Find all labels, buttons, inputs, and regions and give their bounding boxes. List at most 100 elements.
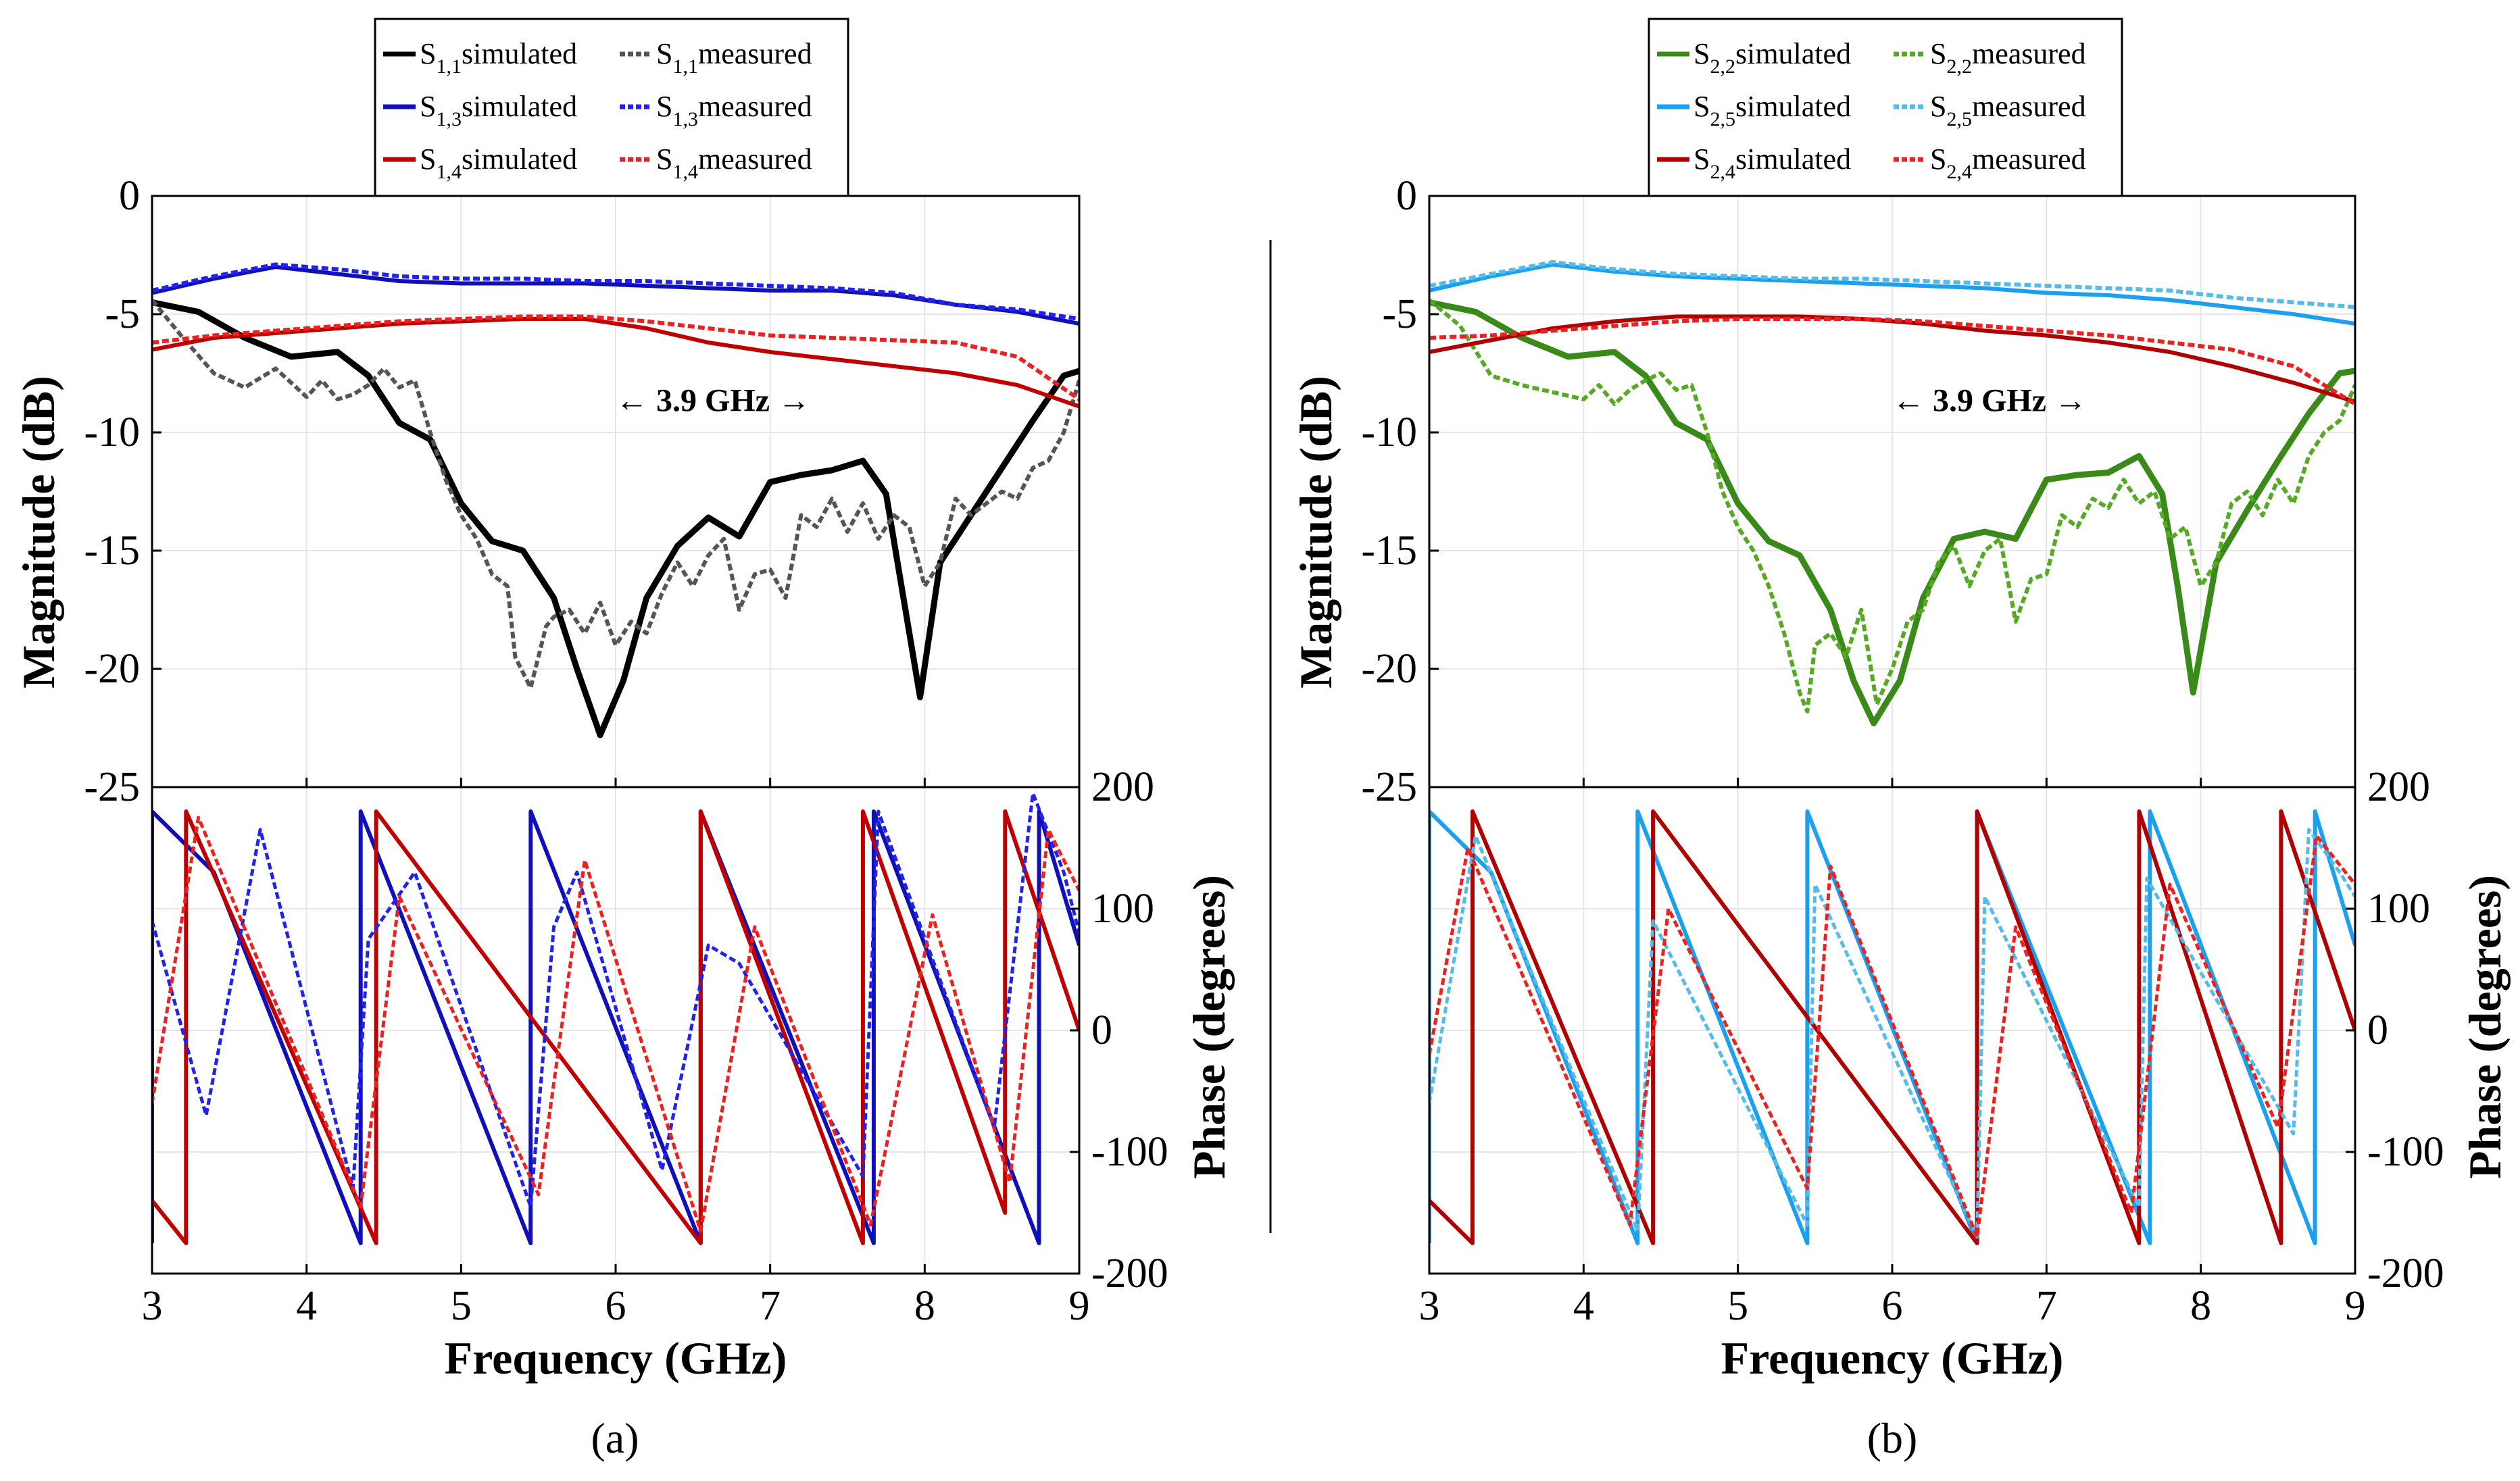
magnitude-line-s2-4-simulated — [1429, 314, 2355, 404]
legend-text-part: S — [420, 37, 436, 70]
panel-caption: (a) — [591, 1414, 639, 1462]
magnitude-tick-label: 0 — [1396, 173, 1417, 219]
magnitude-tick-label: -25 — [84, 764, 140, 810]
phase-tick-label: 200 — [1091, 764, 1154, 810]
phase-line-s1-4-measured-phase — [152, 815, 1079, 1233]
magnitude-line-s1-3-measured — [152, 262, 1079, 321]
x-tick-label: 4 — [1573, 1283, 1594, 1329]
legend-text-part: simulated — [462, 90, 577, 123]
legend-text-part: measured — [1972, 37, 2086, 70]
phase-tick-label: -200 — [2367, 1251, 2444, 1297]
y-axis-label-magnitude: Magnitude (dB) — [13, 376, 64, 688]
phase-line-s1-4-simulated-phase — [152, 809, 1079, 1245]
legend-text-part: 1,4 — [436, 161, 462, 183]
legend-text-part: S — [1694, 143, 1710, 176]
y-axis-label-phase: Phase (degrees) — [2459, 875, 2511, 1179]
phase-tick-label: 100 — [1091, 886, 1154, 932]
legend-text-part: S — [1930, 143, 1946, 176]
chart-panel-a: 3 4 5 6 7 8 9 0 -5 -10 -15 -20 -25 200 100 0 -100 -200 Fre… — [13, 18, 1235, 1462]
legend-text-part: measured — [698, 90, 812, 123]
x-axis-label: Frequency (GHz) — [1721, 1332, 2064, 1384]
phase-tick-label: 100 — [2367, 886, 2430, 932]
phase-tick-label: -100 — [1091, 1129, 1168, 1175]
panel-caption: (b) — [1867, 1414, 1918, 1462]
phase-tick-label: 200 — [2367, 764, 2430, 810]
x-tick-label: 5 — [1727, 1283, 1748, 1329]
phase-line-s1-3-measured-phase — [152, 791, 1079, 1209]
legend-text-part: 2,5 — [1946, 108, 1972, 130]
magnitude-line-s2-2-simulated — [1429, 299, 2355, 726]
phase-line-s2-5-measured-phase — [1429, 828, 2355, 1239]
legend-text-part: S — [656, 90, 672, 123]
phase-tick-label: -200 — [1091, 1251, 1168, 1297]
phase-tick-label: 0 — [2367, 1007, 2388, 1053]
legend-box — [1648, 18, 2123, 197]
magnitude-line-s2-5-simulated — [1429, 262, 2355, 326]
legend-entry: S2,2measured — [1930, 37, 2086, 78]
y-axis-label-phase: Phase (degrees) — [1183, 875, 1235, 1179]
magnitude-line-s1-4-measured — [152, 314, 1079, 401]
x-tick-label: 6 — [606, 1283, 626, 1329]
legend-text-part: S — [656, 143, 672, 176]
legend-text-part: simulated — [1735, 37, 1851, 70]
bandwidth-annotation: ← 3.9 GHz → — [616, 383, 810, 419]
x-tick-label: 9 — [2345, 1283, 2366, 1329]
x-tick-label: 3 — [142, 1283, 163, 1329]
x-tick-label: 7 — [760, 1283, 781, 1329]
legend-text-part: simulated — [462, 37, 577, 70]
legend-text-part: 1,4 — [672, 161, 698, 183]
legend-text-part: 1,3 — [672, 108, 698, 130]
phase-tick-label: -100 — [2367, 1129, 2444, 1175]
magnitude-line-s2-4-measured — [1429, 317, 2355, 406]
magnitude-tick-label: -25 — [1361, 764, 1417, 810]
magnitude-line-s1-4-simulated — [152, 317, 1079, 409]
x-tick-label: 3 — [1419, 1283, 1440, 1329]
x-axis-label: Frequency (GHz) — [445, 1332, 787, 1384]
legend-entry: S1,3simulated — [420, 90, 577, 130]
legend-text-part: S — [420, 143, 436, 176]
legend-text-part: S — [420, 90, 436, 123]
legend-text-part: 2,4 — [1710, 161, 1735, 183]
magnitude-line-s1-3-simulated — [152, 265, 1079, 326]
phase-series — [1429, 809, 2355, 1245]
legend-text-part: simulated — [1735, 143, 1851, 176]
magnitude-tick-label: -10 — [84, 409, 140, 455]
magnitude-line-s2-5-measured — [1429, 260, 2355, 309]
magnitude-tick-label: -5 — [105, 291, 140, 337]
legend-text-part: measured — [1972, 143, 2086, 176]
legend-entry: S2,5simulated — [1694, 90, 1851, 130]
legend-entry: S1,1measured — [656, 37, 812, 78]
magnitude-line-s2-2-measured — [1429, 298, 2355, 713]
phase-tick-label: 0 — [1091, 1007, 1112, 1053]
magnitude-series — [1429, 260, 2355, 726]
legend-text-part: 1,1 — [436, 55, 462, 78]
legend-text-part: simulated — [462, 143, 577, 176]
magnitude-tick-label: -10 — [1361, 409, 1417, 455]
legend-entry: S2,5measured — [1930, 90, 2086, 130]
magnitude-series — [152, 262, 1079, 738]
legend-text-part: measured — [698, 143, 812, 176]
x-tick-label: 8 — [914, 1283, 935, 1329]
chart-panel-b: 3 4 5 6 7 8 9 0 -5 -10 -15 -20 -25 200 100 0 -100 -200 Fre… — [1290, 18, 2511, 1462]
legend-text-part: S — [1694, 37, 1710, 70]
x-tick-label: 9 — [1069, 1283, 1090, 1329]
legend-text-part: 2,2 — [1710, 55, 1735, 78]
legend-box — [374, 18, 849, 197]
legend-text-part: S — [1694, 90, 1710, 123]
magnitude-tick-label: -20 — [84, 646, 140, 692]
legend-text-part: S — [1930, 90, 1946, 123]
legend-text-part: simulated — [1735, 90, 1851, 123]
x-tick-label: 8 — [2190, 1283, 2211, 1329]
legend-text-part: 1,1 — [672, 55, 698, 78]
y-axis-label-magnitude: Magnitude (dB) — [1290, 376, 1341, 688]
legend-entry: S1,3measured — [656, 90, 812, 130]
legend-entry: S2,2simulated — [1694, 37, 1851, 78]
legend-text-part: 2,4 — [1946, 161, 1972, 183]
magnitude-tick-label: -20 — [1361, 646, 1417, 692]
legend-entry: S1,4simulated — [420, 143, 577, 183]
magnitude-tick-label: -15 — [1361, 528, 1417, 574]
phase-line-s2-4-measured-phase — [1429, 834, 2355, 1239]
